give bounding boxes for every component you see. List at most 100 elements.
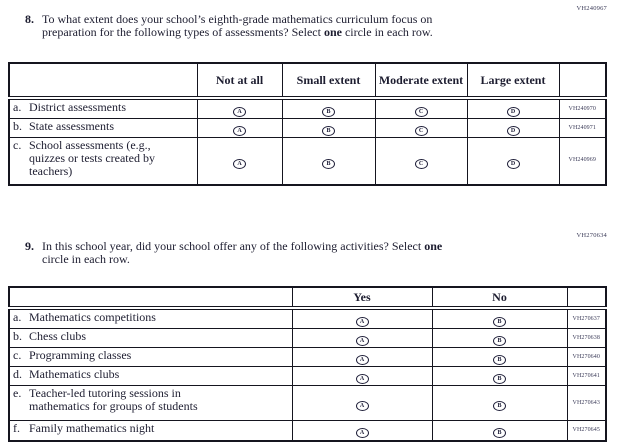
q9-row-chess: b. Chess clubs A B VH270638 xyxy=(8,328,607,348)
option-cell: B xyxy=(431,366,568,386)
option-cell: A xyxy=(291,385,433,421)
answer-circle-d[interactable]: D xyxy=(506,107,520,117)
option-cell: D xyxy=(466,118,560,138)
row-code: VH270640 xyxy=(566,347,607,367)
question9: 9. In this school year, did your school … xyxy=(25,240,573,266)
row-label: District assessments xyxy=(29,100,126,114)
answer-circle-no[interactable]: B xyxy=(493,401,506,411)
option-cell: A xyxy=(196,137,283,185)
row-label-cell: a. District assessments xyxy=(8,97,198,119)
question8-line2-bold: one xyxy=(323,25,342,39)
question9-line1: In this school year, did your school off… xyxy=(42,240,573,253)
q8-code-column-header xyxy=(558,62,607,100)
q9-row-tutoring: e. Teacher-led tutoring sessions in mathe… xyxy=(8,385,607,421)
question8-text: To what extent does your school’s eighth… xyxy=(42,13,573,39)
answer-circle-c[interactable]: C xyxy=(414,126,428,136)
answer-circle-a[interactable]: A xyxy=(233,126,246,136)
option-cell: B xyxy=(431,385,568,421)
row-letter: f. xyxy=(13,421,20,435)
row-label-cell: b. Chess clubs xyxy=(8,328,293,348)
row-letter: b. xyxy=(13,329,22,343)
option-cell: B xyxy=(431,347,568,367)
option-cell: A xyxy=(196,118,283,138)
answer-circle-c[interactable]: C xyxy=(414,158,428,169)
answer-circle-b[interactable]: B xyxy=(322,158,335,169)
q8-column-header-large-extent: Large extent xyxy=(466,62,560,100)
question9-line1-bold: one xyxy=(424,239,443,253)
answer-circle-no[interactable]: B xyxy=(493,374,506,384)
q8-row-state: b. State assessments A B C D VH240971 xyxy=(8,118,607,138)
q9-header-row: Yes No xyxy=(8,286,607,310)
row-code: VH270637 xyxy=(566,307,607,329)
question9-line2-text: circle in each row. xyxy=(42,252,130,266)
answer-circle-yes[interactable]: A xyxy=(355,374,369,384)
answer-circle-b[interactable]: B xyxy=(322,126,335,136)
question8-number: 8. xyxy=(25,12,34,26)
answer-circle-d[interactable]: D xyxy=(506,126,520,136)
row-label-cell: f. Family mathematics night xyxy=(8,420,293,441)
q9-code-column-header xyxy=(566,286,607,310)
row-label: Programming classes xyxy=(29,348,132,362)
question9-number: 9. xyxy=(25,239,34,253)
answer-circle-a[interactable]: A xyxy=(233,158,246,169)
question8-line2-tail: circle in each row. xyxy=(341,25,433,39)
answer-circle-b[interactable]: B xyxy=(322,107,335,117)
row-code: VH270645 xyxy=(566,420,607,441)
answer-circle-no[interactable]: B xyxy=(493,355,506,365)
row-label-cell: a. Mathematics competitions xyxy=(8,307,293,329)
answer-circle-yes[interactable]: A xyxy=(355,428,369,439)
option-cell: A xyxy=(196,97,283,119)
answer-circle-yes[interactable]: A xyxy=(355,317,369,327)
option-cell: B xyxy=(281,97,376,119)
question8-line1-text: To what extent does your school’s eighth… xyxy=(42,12,433,26)
row-label: State assessments xyxy=(29,119,114,133)
question8: 8. To what extent does your school’s eig… xyxy=(25,13,573,39)
row-label: Family mathematics night xyxy=(29,421,155,435)
question8-line2-text: preparation for the following types of a… xyxy=(42,25,324,39)
option-cell: D xyxy=(466,137,560,185)
q8-row-district: a. District assessments A B C D VH240970 xyxy=(8,97,607,119)
q8-column-header-small-extent: Small extent xyxy=(281,62,376,100)
question9-line1-text: In this school year, did your school off… xyxy=(42,239,425,253)
q8-column-header-not-at-all: Not at all xyxy=(196,62,283,100)
answer-circle-c[interactable]: C xyxy=(414,107,428,117)
q8-assessments-table: Not at all Small extent Moderate extent … xyxy=(8,62,607,186)
answer-circle-a[interactable]: A xyxy=(233,107,246,117)
row-code: VH240971 xyxy=(558,118,607,138)
question9-text: In this school year, did your school off… xyxy=(42,240,573,266)
question9-code: VH270634 xyxy=(576,232,607,239)
option-cell: D xyxy=(466,97,560,119)
option-cell: A xyxy=(291,347,433,367)
answer-circle-yes[interactable]: A xyxy=(355,336,369,346)
answer-circle-no[interactable]: B xyxy=(493,336,506,346)
row-label-cell: b. State assessments xyxy=(8,118,198,138)
option-cell: B xyxy=(431,328,568,348)
answer-circle-yes[interactable]: A xyxy=(355,401,369,411)
row-label: Mathematics competitions xyxy=(29,310,156,324)
q9-row-competitions: a. Mathematics competitions A B VH270637 xyxy=(8,307,607,329)
row-label-cell: c. School assessments (e.g., quizzes or t… xyxy=(8,137,198,185)
row-letter: e. xyxy=(13,386,22,400)
answer-circle-no[interactable]: B xyxy=(493,317,506,327)
option-cell: A xyxy=(291,328,433,348)
answer-circle-no[interactable]: B xyxy=(493,428,506,439)
q9-activities-table: Yes No a. Mathematics competitions A B VH… xyxy=(8,286,607,442)
answer-circle-d[interactable]: D xyxy=(506,158,520,169)
option-cell: A xyxy=(291,366,433,386)
question8-line1: To what extent does your school’s eighth… xyxy=(42,13,573,26)
q9-row-family-night: f. Family mathematics night A B VH270645 xyxy=(8,420,607,441)
option-cell: B xyxy=(431,420,568,441)
row-letter: a. xyxy=(13,310,22,324)
answer-circle-yes[interactable]: A xyxy=(355,355,369,365)
q9-row-math-clubs: d. Mathematics clubs A B VH270641 xyxy=(8,366,607,386)
question8-line2: preparation for the following types of a… xyxy=(42,26,573,39)
question8-code: VH240967 xyxy=(576,5,607,12)
q8-corner-cell xyxy=(8,62,198,100)
row-label: Teacher-led tutoring sessions in mathema… xyxy=(29,386,198,413)
option-cell: B xyxy=(431,307,568,329)
row-label: Chess clubs xyxy=(29,329,86,343)
row-letter: c. xyxy=(13,138,22,152)
option-cell: C xyxy=(374,137,468,185)
row-label-cell: e. Teacher-led tutoring sessions in mathe… xyxy=(8,385,293,421)
